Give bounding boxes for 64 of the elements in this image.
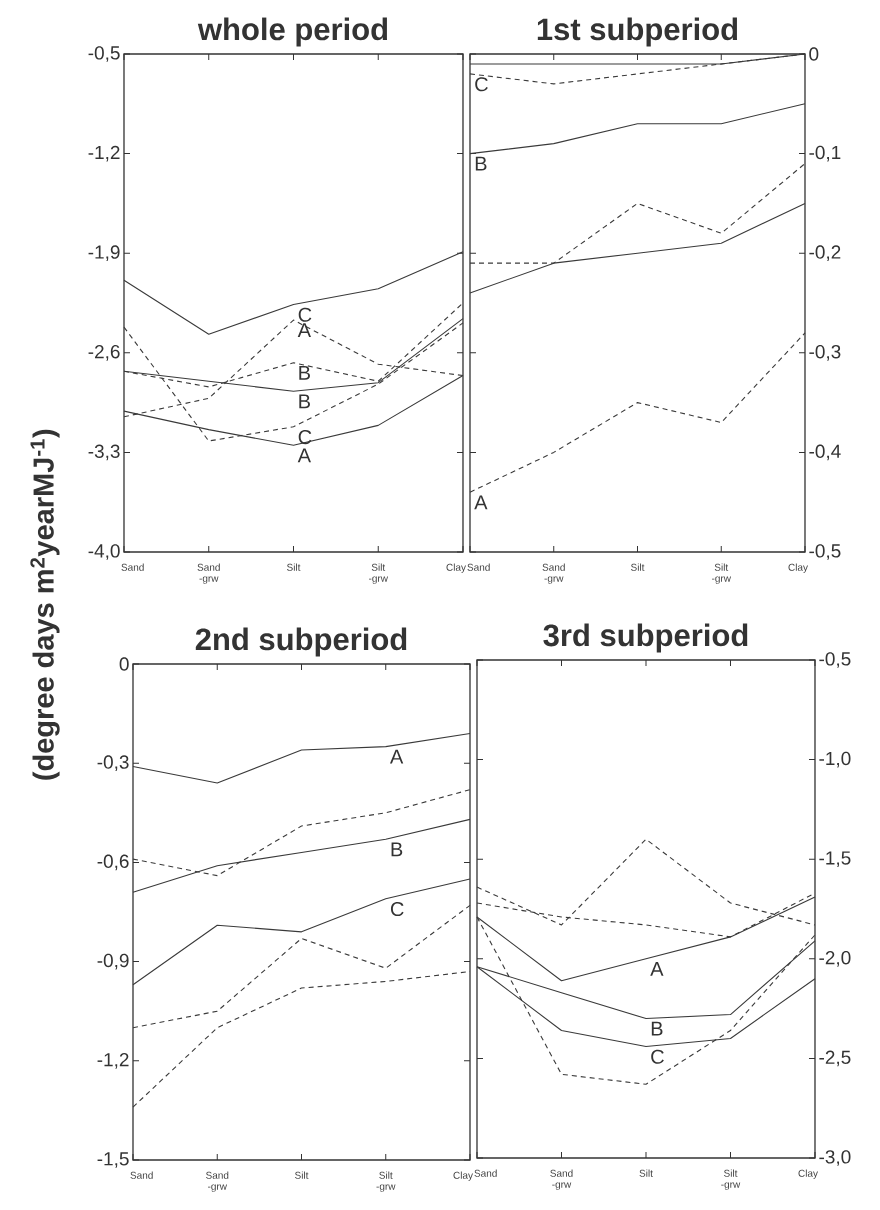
x-tick-label: Silt -grw xyxy=(376,1171,396,1192)
x-tick-label: Silt -grw xyxy=(368,563,388,584)
y-tick-label: -0,3 xyxy=(809,344,841,361)
annotation: A xyxy=(297,323,311,338)
x-tick-label: Sand xyxy=(121,563,144,571)
x-tick-label: Silt xyxy=(639,1169,653,1177)
annotation: A xyxy=(297,448,311,463)
x-tick-label: Sand -grw xyxy=(542,563,565,584)
y-tick-label: -3,3 xyxy=(88,444,120,461)
x-tick-label: Sand xyxy=(474,1169,497,1177)
y-tick-label: -0,5 xyxy=(88,46,120,62)
y-tick-label: -0,6 xyxy=(97,854,129,871)
annotation: B xyxy=(299,365,310,380)
annotation: C xyxy=(298,307,312,322)
y-tick-label: -0,3 xyxy=(97,755,129,772)
chart-title: whole period xyxy=(197,17,388,47)
y-axis-title: (degree days m$^{2}$yearMJ$^{-1}$) xyxy=(30,429,60,780)
annotation: B xyxy=(299,394,310,409)
x-tick-label: Sand -grw xyxy=(550,1169,573,1190)
x-tick-label: Clay xyxy=(798,1169,818,1179)
annotation: A xyxy=(389,749,404,764)
y-tick-label: -1,9 xyxy=(88,245,120,262)
x-tick-label: Sand -grw xyxy=(206,1171,229,1192)
y-tick-label: 0 xyxy=(119,657,129,671)
annotation: A xyxy=(650,962,664,976)
x-tick-label: Silt -grw xyxy=(721,1169,741,1190)
annotation: C xyxy=(475,77,488,92)
annotation: A xyxy=(474,495,488,510)
y-tick-label: -1,5 xyxy=(819,851,851,867)
x-tick-label: Clay xyxy=(453,1171,473,1181)
y-tick-label: -0,9 xyxy=(97,953,129,970)
y-tick-label: 0 xyxy=(809,47,819,61)
chart-title: 2nd subperiod xyxy=(195,627,407,657)
x-tick-label: Clay xyxy=(788,563,808,573)
annotation: C xyxy=(390,901,404,917)
x-tick-label: Silt xyxy=(295,1171,309,1179)
annotation: C xyxy=(298,429,312,445)
y-tick-label: -1,2 xyxy=(97,1052,129,1069)
annotation: B xyxy=(391,842,403,857)
y-tick-label: -0,2 xyxy=(809,245,841,262)
x-tick-label: Sand xyxy=(467,563,490,571)
annotation: B xyxy=(475,156,487,171)
y-tick-label: -0,5 xyxy=(809,544,841,560)
x-tick-label: Silt -grw xyxy=(711,563,731,584)
y-tick-label: -2,0 xyxy=(819,950,851,967)
y-tick-label: -1,5 xyxy=(97,1152,129,1168)
y-tick-label: -3,0 xyxy=(819,1150,851,1166)
y-tick-label: -2,6 xyxy=(88,344,120,361)
chart-title: 3rd subperiod xyxy=(543,623,748,653)
x-tick-label: Sand xyxy=(130,1171,153,1179)
annotation: C xyxy=(651,1049,664,1064)
x-tick-label: Silt xyxy=(631,563,645,571)
y-tick-label: -1,2 xyxy=(88,145,120,162)
y-tick-label: -0,5 xyxy=(819,652,851,668)
y-tick-label: -0,4 xyxy=(809,444,841,461)
y-tick-label: -2,5 xyxy=(819,1050,851,1067)
chart-title: 1st subperiod xyxy=(537,17,738,47)
x-tick-label: Silt xyxy=(287,563,301,571)
x-tick-label: Sand -grw xyxy=(197,563,220,584)
y-tick-label: -4,0 xyxy=(88,544,120,560)
annotation: B xyxy=(651,1021,663,1036)
x-tick-label: Clay xyxy=(446,563,466,573)
y-tick-label: -0,1 xyxy=(809,145,841,162)
y-tick-label: -1,0 xyxy=(819,751,851,768)
